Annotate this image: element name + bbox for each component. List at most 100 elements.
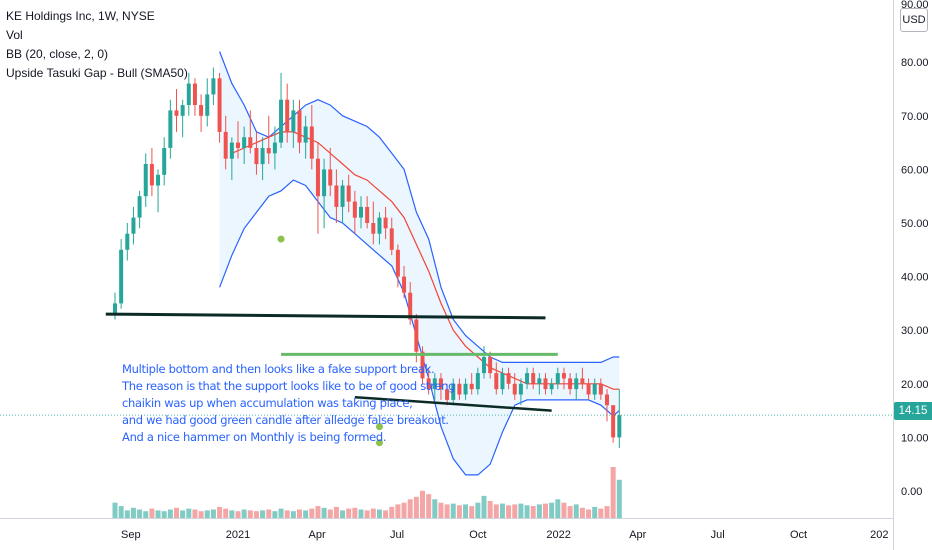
candle[interactable]	[211, 78, 216, 95]
candle[interactable]	[156, 174, 161, 186]
candle[interactable]	[482, 357, 486, 374]
candle[interactable]	[352, 201, 357, 218]
candle[interactable]	[229, 142, 234, 159]
candle[interactable]	[285, 99, 290, 132]
candle[interactable]	[414, 319, 419, 352]
candle[interactable]	[174, 110, 179, 116]
candle[interactable]	[395, 249, 400, 277]
candle[interactable]	[309, 126, 314, 159]
candle[interactable]	[438, 378, 443, 390]
candle[interactable]	[494, 373, 499, 390]
support-trendline[interactable]	[105, 312, 546, 320]
candle[interactable]	[598, 383, 603, 395]
candle[interactable]	[223, 131, 228, 159]
volume-bar	[278, 508, 284, 518]
volume-bar	[161, 511, 167, 518]
candle[interactable]	[186, 83, 191, 105]
candle[interactable]	[617, 415, 622, 438]
candle[interactable]	[149, 164, 154, 186]
candle[interactable]	[180, 105, 185, 116]
candle[interactable]	[272, 142, 277, 154]
candle[interactable]	[217, 78, 222, 132]
candle[interactable]	[488, 357, 493, 374]
candle[interactable]	[303, 126, 308, 143]
candle[interactable]	[192, 83, 197, 105]
time-tick-label: Apr	[309, 529, 326, 541]
candle[interactable]	[254, 148, 259, 165]
candle[interactable]	[475, 373, 480, 390]
candle[interactable]	[383, 217, 388, 229]
candle[interactable]	[432, 378, 437, 390]
sma-line	[231, 131, 620, 390]
candle[interactable]	[506, 373, 511, 384]
volume-bar	[579, 507, 585, 518]
candle[interactable]	[457, 383, 462, 395]
candle[interactable]	[611, 405, 616, 438]
candle[interactable]	[586, 383, 591, 395]
candle[interactable]	[236, 142, 240, 148]
candle[interactable]	[537, 378, 542, 384]
candle[interactable]	[162, 148, 167, 175]
candle[interactable]	[512, 383, 517, 395]
candle[interactable]	[125, 233, 130, 250]
candle[interactable]	[500, 373, 505, 390]
candle[interactable]	[365, 206, 370, 223]
candle[interactable]	[119, 249, 124, 304]
candle[interactable]	[248, 137, 253, 148]
text-annotation[interactable]: Multiple bottom and then looks like a fa…	[122, 361, 455, 446]
support-trendline-lower[interactable]	[354, 395, 552, 412]
candle[interactable]	[518, 383, 523, 395]
candle[interactable]	[555, 373, 560, 384]
candle[interactable]	[445, 389, 450, 400]
candle[interactable]	[543, 378, 548, 390]
candle[interactable]	[168, 110, 173, 148]
candle[interactable]	[561, 373, 566, 379]
candle[interactable]	[420, 351, 425, 379]
candle[interactable]	[389, 228, 394, 250]
candle[interactable]	[371, 223, 376, 234]
candle[interactable]	[525, 373, 530, 384]
pattern-indicator-label[interactable]: Upside Tasuki Gap - Bull (SMA50)	[6, 66, 188, 80]
candle[interactable]	[377, 217, 382, 234]
candle[interactable]	[451, 383, 456, 400]
currency-button[interactable]: USD	[900, 8, 928, 32]
candle[interactable]	[531, 373, 536, 384]
candle[interactable]	[463, 383, 468, 395]
candle[interactable]	[199, 105, 204, 116]
candle[interactable]	[279, 99, 284, 143]
candle[interactable]	[113, 303, 117, 315]
candle[interactable]	[580, 378, 585, 384]
time-tick-label: Sep	[121, 529, 141, 541]
candle[interactable]	[426, 378, 431, 390]
candle[interactable]	[592, 383, 597, 395]
candle[interactable]	[402, 276, 407, 293]
candle[interactable]	[359, 206, 363, 218]
candle[interactable]	[242, 137, 247, 148]
candle[interactable]	[334, 185, 339, 207]
candle[interactable]	[205, 94, 210, 116]
candle[interactable]	[143, 164, 148, 197]
bollinger-bands-label[interactable]: BB (20, close, 2, 0)	[6, 47, 109, 61]
candle[interactable]	[408, 292, 413, 320]
candle[interactable]	[328, 169, 333, 186]
candle[interactable]	[322, 169, 327, 197]
volume-indicator-label[interactable]: Vol	[6, 28, 23, 42]
candle[interactable]	[549, 383, 554, 390]
candle[interactable]	[260, 148, 265, 165]
candle[interactable]	[291, 110, 296, 132]
candle[interactable]	[346, 185, 351, 202]
candle[interactable]	[469, 383, 474, 390]
candle[interactable]	[297, 110, 302, 143]
candle[interactable]	[131, 217, 136, 234]
symbol-title[interactable]: KE Holdings Inc, 1W, NYSE	[6, 9, 155, 23]
candle[interactable]	[568, 378, 573, 390]
volume-bar	[247, 510, 253, 518]
candle[interactable]	[574, 378, 579, 390]
candle[interactable]	[137, 196, 142, 218]
volume-bar	[426, 494, 432, 518]
candle[interactable]	[605, 394, 609, 406]
candle[interactable]	[340, 185, 345, 207]
candle[interactable]	[266, 148, 271, 154]
candle[interactable]	[315, 158, 320, 197]
